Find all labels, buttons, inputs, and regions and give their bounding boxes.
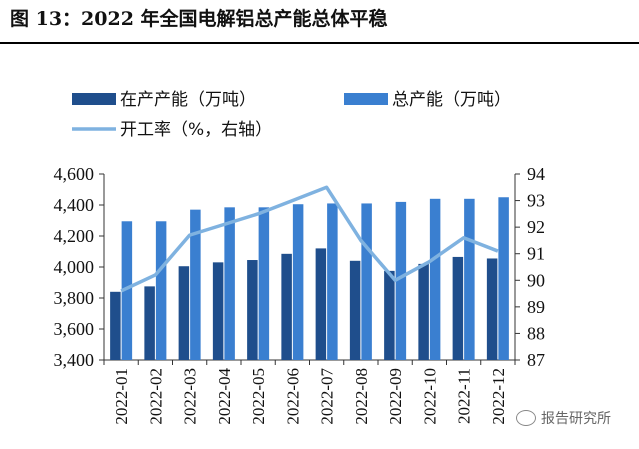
y-left-tick-label: 4,600 [54, 164, 95, 184]
bar-total-capacity [190, 209, 201, 360]
legend-label-in-production: 在产产能（万吨） [120, 90, 256, 110]
x-tick-label: 2022-09 [386, 368, 405, 425]
bar-total-capacity [224, 207, 235, 360]
y-right-tick-label: 90 [527, 270, 545, 290]
bar-in-production-capacity [281, 253, 292, 360]
bar-in-production-capacity [418, 263, 429, 360]
legend-label-rate: 开工率（%，右轴） [120, 120, 272, 140]
rate-line [120, 185, 499, 293]
bar-total-capacity [121, 221, 133, 360]
watermark: 报告研究所 [516, 408, 611, 428]
legend: 在产产能（万吨） 总产能（万吨） 开工率（%，右轴） [72, 90, 511, 140]
x-axis-ticks: 2022-01 2022-02 2022-03 2022-04 2022-05 2022-… [103, 360, 516, 425]
y-right-tick-label: 93 [527, 191, 545, 211]
legend-swatch-in-production [72, 93, 116, 105]
x-tick-label: 2022-12 [489, 368, 508, 425]
y-right-tick-label: 92 [527, 217, 545, 237]
bar-total-capacity [258, 207, 270, 360]
x-tick-label: 2022-11 [455, 368, 474, 424]
y-left-tick-label: 4,000 [54, 257, 95, 277]
bar-in-production-capacity [486, 258, 498, 360]
y-right-tick-label: 94 [527, 164, 545, 184]
title-rule [0, 42, 639, 44]
bars [110, 197, 509, 360]
bar-in-production-capacity [110, 291, 121, 360]
bar-in-production-capacity [384, 270, 395, 360]
bar-in-production-capacity [247, 260, 258, 360]
x-tick-label: 2022-04 [215, 368, 234, 425]
y-right-tick-label: 91 [527, 244, 545, 264]
bar-in-production-capacity [349, 260, 361, 360]
x-tick-label: 2022-02 [146, 368, 165, 425]
bar-total-capacity [498, 197, 509, 360]
x-tick-label: 2022-03 [181, 368, 200, 425]
figure-title: 图 13：2022 年全国电解铝总产能总体平稳 [10, 8, 388, 30]
y-left-tick-label: 4,200 [54, 226, 95, 246]
bar-in-production-capacity [315, 248, 327, 360]
x-tick-label: 2022-01 [112, 368, 131, 425]
bar-in-production-capacity [178, 266, 190, 360]
x-tick-label: 2022-07 [318, 368, 337, 425]
bar-total-capacity [464, 198, 475, 360]
y-left-tick-label: 3,800 [54, 288, 95, 308]
x-tick-label: 2022-05 [249, 368, 268, 425]
bar-total-capacity [292, 204, 304, 360]
x-tick-label: 2022-10 [420, 368, 439, 425]
legend-swatch-total [344, 93, 388, 105]
bar-total-capacity [155, 221, 167, 360]
bar-in-production-capacity [212, 262, 224, 360]
bar-total-capacity [361, 203, 372, 360]
y-left-tick-label: 3,600 [54, 319, 95, 339]
bar-in-production-capacity [144, 286, 155, 360]
bar-in-production-capacity [452, 256, 464, 360]
bar-total-capacity [429, 198, 441, 360]
y-left-tick-label: 3,400 [54, 350, 95, 370]
x-tick-label: 2022-06 [283, 368, 302, 425]
utilization-rate-line [120, 185, 499, 293]
x-tick-label: 2022-08 [352, 368, 371, 425]
watermark-text: 报告研究所 [541, 411, 611, 427]
wechat-icon [516, 410, 536, 426]
legend-label-total: 总产能（万吨） [392, 90, 511, 110]
y-right-tick-label: 87 [527, 350, 545, 370]
y-left-tick-label: 4,400 [54, 195, 95, 215]
bar-total-capacity [395, 201, 407, 360]
bar-total-capacity [327, 203, 338, 360]
y-right-tick-label: 88 [527, 323, 545, 343]
y-right-tick-label: 89 [527, 297, 545, 317]
